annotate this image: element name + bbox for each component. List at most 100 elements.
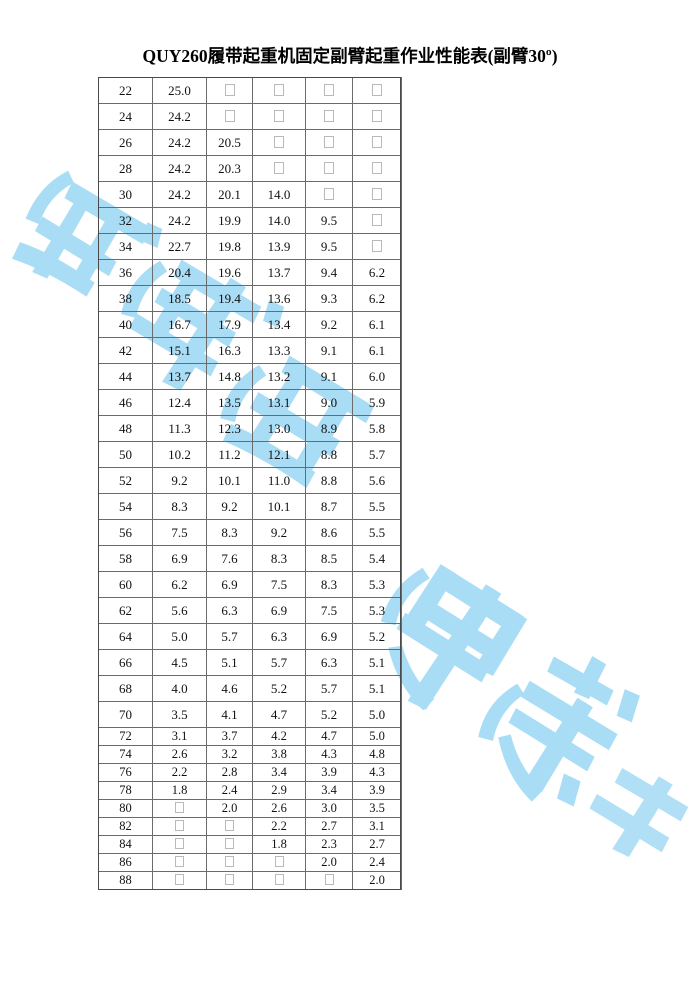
capacity-cell: 20.4 [152,259,207,286]
capacity-cell: 5.3 [352,571,402,598]
empty-cell-box-icon [225,838,234,849]
capacity-cell: 19.4 [206,285,253,312]
empty-cell-box-icon [324,874,334,885]
capacity-cell: 3.2 [206,745,253,764]
capacity-cell: 1.8 [152,781,207,800]
capacity-cell: 2.0 [206,799,253,818]
capacity-cell: 5.0 [352,727,402,746]
capacity-cell: 20.3 [206,155,253,182]
empty-cell-box-icon [372,213,382,226]
table-row: 74 2.6 3.2 3.8 4.3 4.8 [98,745,402,764]
table-row: 46 12.4 13.5 13.1 9.0 5.9 [98,389,402,416]
capacity-cell: 4.2 [252,727,306,746]
load-chart-table: 22 25.0 24 24.2 26 24.2 20.5 28 24.2 20.3 30 24.2 20… [98,77,402,890]
capacity-cell: 3.8 [252,745,306,764]
capacity-cell: 9.2 [206,493,253,520]
table-row: 60 6.2 6.9 7.5 8.3 5.3 [98,571,402,598]
capacity-cell [252,155,306,182]
capacity-cell: 3.4 [305,781,353,800]
capacity-cell: 5.8 [352,415,402,442]
radius-cell: 60 [98,571,153,598]
capacity-cell: 5.1 [206,649,253,676]
capacity-cell: 11.0 [252,467,306,494]
capacity-cell: 13.6 [252,285,306,312]
capacity-cell: 7.6 [206,545,253,572]
capacity-cell: 2.0 [305,853,353,872]
capacity-cell: 9.2 [305,311,353,338]
capacity-cell [305,129,353,156]
capacity-cell: 13.0 [252,415,306,442]
table-row: 40 16.7 17.9 13.4 9.2 6.1 [98,311,402,338]
capacity-cell: 5.1 [352,675,402,702]
capacity-cell: 4.3 [352,763,402,782]
capacity-cell: 6.3 [206,597,253,624]
radius-cell: 26 [98,129,153,156]
capacity-cell [252,871,306,890]
empty-cell-box-icon [372,135,382,148]
capacity-cell: 9.0 [305,389,353,416]
radius-cell: 52 [98,467,153,494]
empty-cell-box-icon [274,161,284,174]
table-row: 36 20.4 19.6 13.7 9.4 6.2 [98,259,402,286]
radius-cell: 48 [98,415,153,442]
capacity-cell [206,817,253,836]
capacity-cell [352,129,402,156]
capacity-cell: 5.2 [305,701,353,728]
table-row: 26 24.2 20.5 [98,129,402,156]
capacity-cell: 6.2 [152,571,207,598]
capacity-cell: 3.5 [352,799,402,818]
radius-cell: 36 [98,259,153,286]
table-row: 86 2.0 2.4 [98,853,402,872]
capacity-cell: 9.5 [305,207,353,234]
capacity-cell [152,871,207,890]
capacity-cell [252,77,306,104]
capacity-cell: 5.2 [352,623,402,650]
table-row: 56 7.5 8.3 9.2 8.6 5.5 [98,519,402,546]
capacity-cell: 6.2 [352,259,402,286]
capacity-cell: 13.7 [152,363,207,390]
capacity-cell: 6.1 [352,311,402,338]
capacity-cell: 9.2 [252,519,306,546]
capacity-cell: 2.3 [305,835,353,854]
table-row: 42 15.1 16.3 13.3 9.1 6.1 [98,337,402,364]
table-row: 78 1.8 2.4 2.9 3.4 3.9 [98,781,402,800]
capacity-cell: 9.3 [305,285,353,312]
capacity-cell: 5.3 [352,597,402,624]
capacity-cell: 8.3 [152,493,207,520]
table-row: 22 25.0 [98,77,402,104]
capacity-cell: 2.7 [305,817,353,836]
radius-cell: 78 [98,781,153,800]
capacity-cell: 4.5 [152,649,207,676]
table-row: 80 2.0 2.6 3.0 3.5 [98,799,402,818]
radius-cell: 80 [98,799,153,818]
table-row: 50 10.2 11.2 12.1 8.8 5.7 [98,441,402,468]
table-row: 88 2.0 [98,871,402,890]
capacity-cell: 5.2 [252,675,306,702]
capacity-cell: 16.3 [206,337,253,364]
capacity-cell: 20.1 [206,181,253,208]
empty-cell-box-icon [274,135,284,148]
capacity-cell: 3.9 [305,763,353,782]
capacity-cell [352,181,402,208]
capacity-cell: 4.6 [206,675,253,702]
capacity-cell: 4.7 [305,727,353,746]
radius-cell: 46 [98,389,153,416]
capacity-cell: 5.6 [352,467,402,494]
empty-cell-box-icon [372,83,382,96]
empty-cell-box-icon [324,83,334,96]
radius-cell: 24 [98,103,153,130]
capacity-cell [252,129,306,156]
capacity-cell: 1.8 [252,835,306,854]
capacity-cell: 5.7 [252,649,306,676]
empty-cell-box-icon [175,802,184,813]
radius-cell: 62 [98,597,153,624]
table-row: 82 2.2 2.7 3.1 [98,817,402,836]
capacity-cell: 5.6 [152,597,207,624]
radius-cell: 70 [98,701,153,728]
capacity-cell [352,77,402,104]
capacity-cell: 17.9 [206,311,253,338]
capacity-cell: 7.5 [252,571,306,598]
capacity-cell: 3.4 [252,763,306,782]
table-row: 58 6.9 7.6 8.3 8.5 5.4 [98,545,402,572]
capacity-cell: 2.4 [352,853,402,872]
